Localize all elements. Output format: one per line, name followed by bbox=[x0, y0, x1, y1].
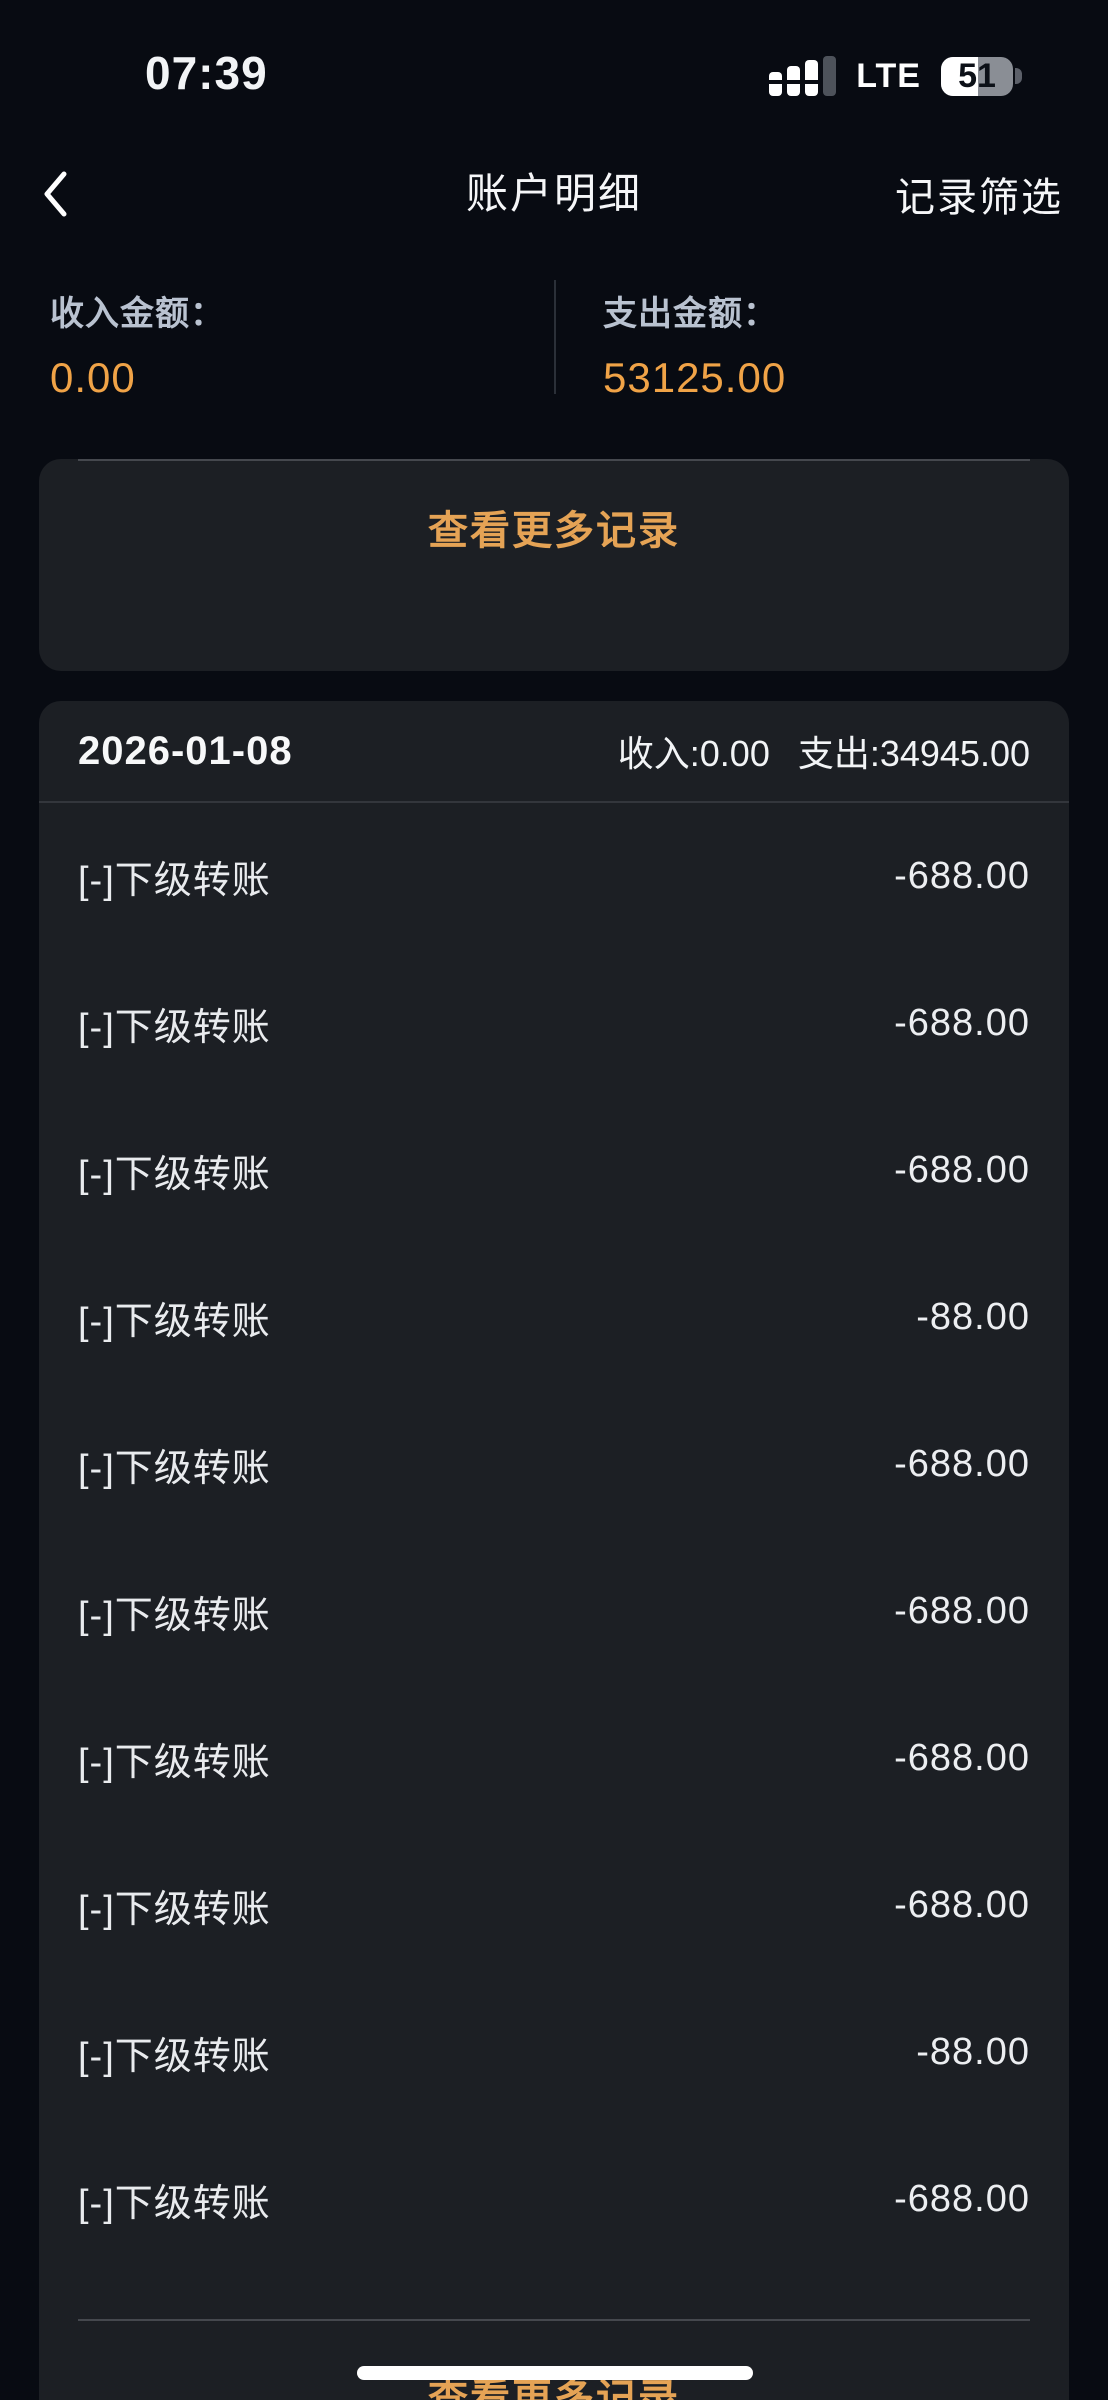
transaction-row[interactable]: [-]下级转账 -88.00 bbox=[39, 1244, 1069, 1391]
group-expense-total: 支出:34945.00 bbox=[797, 733, 1030, 774]
income-label: 收入金额： bbox=[50, 295, 225, 333]
transaction-label: [-]下级转账 bbox=[78, 2183, 271, 2225]
cellular-signal-icon bbox=[769, 56, 837, 96]
transaction-label: [-]下级转账 bbox=[78, 1301, 271, 1343]
network-type-label: LTE bbox=[856, 56, 921, 95]
group-totals: 收入:0.00 支出:34945.00 bbox=[618, 725, 1030, 777]
transaction-label: [-]下级转账 bbox=[78, 1448, 271, 1490]
transaction-row[interactable]: [-]下级转账 -688.00 bbox=[39, 1832, 1069, 1979]
transaction-amount: -88.00 bbox=[916, 2031, 1030, 2073]
transaction-amount: -688.00 bbox=[894, 1590, 1030, 1632]
transaction-row[interactable]: [-]下级转账 -688.00 bbox=[39, 950, 1069, 1097]
income-value: 0.00 bbox=[50, 354, 136, 401]
group-income-total: 收入:0.00 bbox=[617, 733, 770, 774]
transaction-label: [-]下级转账 bbox=[78, 1154, 271, 1196]
summary-section: 收入金额： 0.00 支出金额： 53125.00 bbox=[0, 260, 1108, 400]
transaction-row[interactable]: [-]下级转账 -688.00 bbox=[39, 1685, 1069, 1832]
date-group-card: 2026-01-08 收入:0.00 支出:34945.00 [-]下级转账 -… bbox=[39, 701, 1069, 2400]
back-chevron-icon bbox=[44, 171, 67, 217]
status-time: 07:39 bbox=[145, 47, 268, 99]
page-title: 账户明细 bbox=[465, 169, 643, 217]
transaction-label: [-]下级转账 bbox=[78, 860, 271, 902]
transaction-label: [-]下级转账 bbox=[78, 1742, 271, 1784]
divider bbox=[78, 2319, 1030, 2321]
expense-value: 53125.00 bbox=[603, 354, 787, 401]
expense-summary: 支出金额： 53125.00 bbox=[554, 294, 1108, 400]
transaction-amount: -88.00 bbox=[916, 1296, 1030, 1338]
status-bar: 07:39 LTE 51 bbox=[0, 0, 1108, 110]
battery-icon: 51 bbox=[941, 56, 1022, 96]
previous-group-card: 查看更多记录 bbox=[39, 459, 1069, 671]
battery-fill bbox=[941, 56, 979, 96]
transaction-row[interactable]: [-]下级转账 -688.00 bbox=[39, 1097, 1069, 1244]
transaction-label: [-]下级转账 bbox=[78, 1889, 271, 1931]
summary-divider bbox=[554, 280, 556, 394]
transaction-list: [-]下级转账 -688.00 [-]下级转账 -688.00 [-]下级转账 … bbox=[39, 803, 1069, 2273]
load-more-button-bottom[interactable]: 查看更多记录 bbox=[428, 2377, 680, 2400]
back-button[interactable] bbox=[42, 171, 102, 217]
status-icons: LTE 51 bbox=[769, 56, 1022, 96]
transaction-row[interactable]: [-]下级转账 -88.00 bbox=[39, 1979, 1069, 2126]
transaction-row[interactable]: [-]下级转账 -688.00 bbox=[39, 803, 1069, 950]
battery-cap bbox=[1015, 68, 1022, 84]
home-indicator[interactable] bbox=[357, 2366, 753, 2380]
group-date: 2026-01-08 bbox=[78, 728, 293, 773]
transaction-amount: -688.00 bbox=[894, 855, 1030, 897]
transaction-amount: -688.00 bbox=[894, 1443, 1030, 1485]
nav-bar: 账户明细 记录筛选 bbox=[0, 110, 1108, 260]
filter-button[interactable]: 记录筛选 bbox=[895, 176, 1063, 220]
transaction-amount: -688.00 bbox=[894, 1149, 1030, 1191]
load-more-button[interactable]: 查看更多记录 bbox=[428, 509, 680, 553]
transaction-amount: -688.00 bbox=[894, 1884, 1030, 1926]
divider bbox=[78, 459, 1030, 461]
expense-label: 支出金额： bbox=[603, 295, 778, 333]
transaction-amount: -688.00 bbox=[894, 2178, 1030, 2220]
transaction-row[interactable]: [-]下级转账 -688.00 bbox=[39, 2126, 1069, 2273]
transaction-amount: -688.00 bbox=[894, 1737, 1030, 1779]
transaction-label: [-]下级转账 bbox=[78, 1007, 271, 1049]
transaction-label: [-]下级转账 bbox=[78, 2036, 271, 2078]
transaction-row[interactable]: [-]下级转账 -688.00 bbox=[39, 1391, 1069, 1538]
battery-percent: 51 bbox=[958, 56, 996, 95]
transaction-label: [-]下级转账 bbox=[78, 1595, 271, 1637]
date-group-header: 2026-01-08 收入:0.00 支出:34945.00 bbox=[39, 701, 1069, 803]
transaction-amount: -688.00 bbox=[894, 1002, 1030, 1044]
transaction-row[interactable]: [-]下级转账 -688.00 bbox=[39, 1538, 1069, 1685]
income-summary: 收入金额： 0.00 bbox=[0, 294, 554, 400]
